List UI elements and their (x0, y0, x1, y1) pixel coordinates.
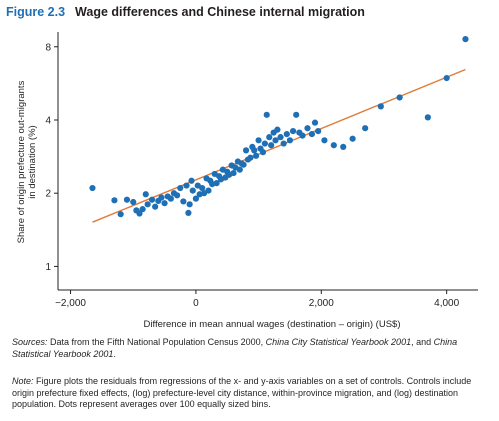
sources-part1: Data from the Fifth National Population … (47, 337, 266, 347)
points-layer (89, 36, 469, 218)
data-point (315, 128, 322, 135)
data-point (123, 196, 131, 203)
data-point (274, 126, 281, 133)
data-point (142, 191, 149, 198)
data-point (161, 200, 168, 207)
data-point (255, 137, 262, 144)
data-point (117, 211, 124, 218)
y-tick-label: 8 (45, 42, 51, 53)
y-tick-label: 4 (45, 115, 51, 126)
data-point (213, 180, 220, 187)
y-axis-label-line2: in destination (%) (27, 125, 38, 198)
data-point (362, 125, 369, 132)
data-point (311, 119, 319, 126)
data-point (261, 140, 268, 147)
data-point (180, 198, 187, 205)
data-point (286, 137, 294, 144)
data-point (158, 194, 165, 201)
data-point (189, 187, 196, 194)
x-axis-label: Difference in mean annual wages (destina… (144, 319, 401, 330)
data-point (443, 74, 450, 82)
data-point (186, 201, 193, 208)
data-point (183, 182, 190, 189)
fit-line (92, 68, 466, 223)
data-point (252, 152, 260, 159)
y-tick-label: 1 (45, 262, 51, 273)
data-point (340, 143, 347, 151)
data-point (280, 140, 287, 147)
data-point (188, 177, 195, 184)
figure-header: Figure 2.3 Wage differences and Chinese i… (6, 5, 365, 19)
data-point (251, 147, 258, 154)
sources-label: Sources: (12, 337, 48, 347)
sources-italic1: China City Statistical Yearbook 2001 (265, 337, 412, 347)
data-point (259, 149, 267, 156)
figure-title: Wage differences and Chinese internal mi… (75, 5, 365, 19)
data-point (230, 169, 237, 177)
figure-number: Figure 2.3 (6, 5, 66, 19)
data-point (139, 206, 146, 213)
data-point (247, 154, 254, 161)
data-point (242, 147, 250, 154)
data-point (130, 198, 137, 206)
data-point (167, 195, 174, 202)
sources-part3: . (113, 348, 116, 359)
sources-text: Sources: Data from the Fifth National Po… (12, 337, 490, 360)
data-point (89, 184, 96, 192)
data-point (199, 184, 206, 192)
data-point (308, 130, 315, 138)
data-point (240, 161, 247, 168)
data-point (111, 197, 118, 204)
note-label: Note: (12, 376, 34, 386)
data-point (148, 196, 156, 203)
data-point (185, 209, 192, 216)
data-point (396, 94, 403, 101)
data-point (330, 142, 337, 149)
data-point (283, 130, 290, 138)
sources-part2: , and (411, 337, 434, 347)
sources-italic2: China Statistical Yearbook 2001 (12, 337, 458, 359)
y-axis-label-line1: Share of origin prefecture out-migrants (16, 80, 27, 243)
axis-labels: Difference in mean annual wages (destina… (16, 80, 401, 330)
x-tick-label: −2,000 (55, 298, 86, 309)
x-tick-label: 0 (193, 298, 199, 309)
data-point (174, 192, 181, 199)
fit-line-layer (92, 68, 466, 223)
data-point (136, 210, 143, 217)
note-body: Figure plots the residuals from regressi… (12, 376, 472, 410)
data-point (268, 142, 275, 149)
x-tick-label: 2,000 (309, 298, 334, 309)
data-point (277, 134, 284, 141)
data-point (144, 201, 151, 208)
data-point (152, 203, 159, 210)
note-text: Note: Figure plots the residuals from re… (12, 376, 490, 411)
data-point (272, 137, 279, 144)
data-point (462, 36, 469, 43)
data-point (299, 132, 306, 139)
data-point (289, 128, 297, 135)
scatter-chart: 1 2 4 8 −2,000 0 2,000 4,000 Difference in mean… (16, 32, 478, 330)
data-point (263, 111, 270, 118)
data-point (304, 125, 311, 132)
data-point (177, 184, 184, 192)
data-point (205, 187, 212, 194)
data-point (424, 114, 431, 121)
data-point (266, 134, 273, 141)
data-point (377, 103, 384, 110)
data-point (321, 137, 328, 144)
x-tick-label: 4,000 (434, 298, 459, 309)
data-point (293, 111, 300, 118)
data-point (236, 166, 243, 173)
data-point (349, 135, 356, 142)
data-point (192, 195, 200, 202)
y-tick-label: 2 (45, 189, 51, 200)
axes: 1 2 4 8 −2,000 0 2,000 4,000 (45, 32, 478, 309)
